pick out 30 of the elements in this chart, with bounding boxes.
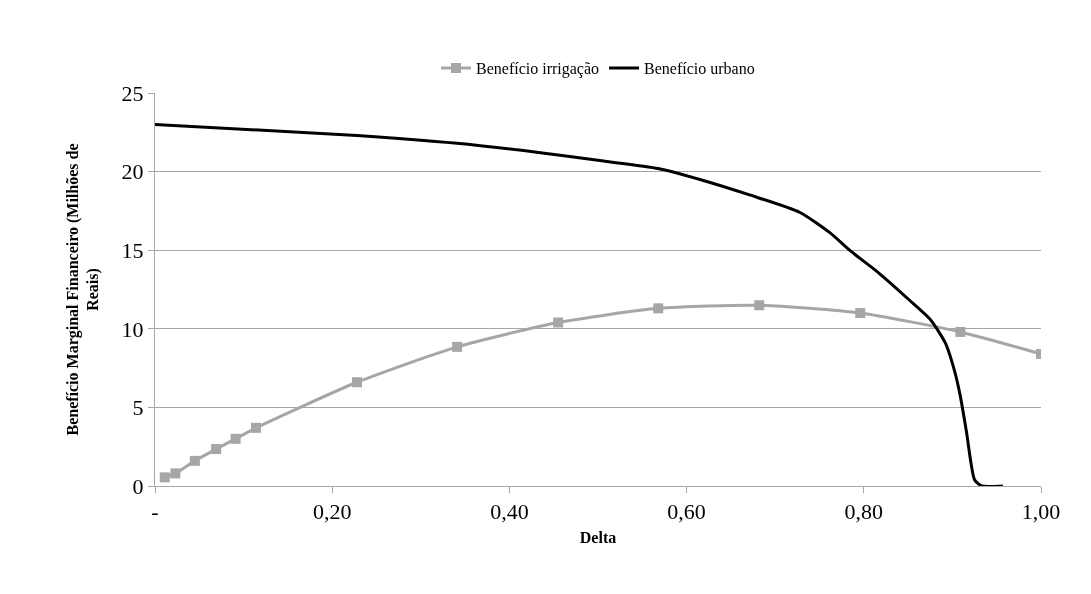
line-series <box>155 122 1005 486</box>
x-tick-label: 0,60 <box>667 499 706 525</box>
y-tick-label: 20 <box>121 159 144 185</box>
point <box>230 433 241 444</box>
legend-label: Benefício irrigação <box>476 60 600 79</box>
point <box>170 468 181 479</box>
point <box>452 341 463 352</box>
point <box>754 300 765 311</box>
y-tick-label: 25 <box>121 80 144 106</box>
y-tick-label: 15 <box>121 237 144 263</box>
y-axis-title: Benefício Marginal Financeiro (Milhões de Reais) <box>63 143 103 436</box>
point <box>159 472 170 483</box>
point <box>352 377 363 388</box>
x-tick-label: 0,40 <box>490 499 529 525</box>
x-tick-label: 0,20 <box>312 499 352 525</box>
x-tick-label: 0,80 <box>844 499 884 525</box>
point <box>251 422 261 433</box>
x-axis-title: Delta <box>579 529 617 547</box>
y-tick-label: 10 <box>121 316 144 342</box>
point <box>211 444 222 455</box>
y-tick-label: 5 <box>132 395 144 421</box>
point <box>955 326 966 337</box>
y-tick-label: 0 <box>132 473 144 499</box>
point <box>553 317 564 328</box>
x-tick-label: 1,00 <box>1021 499 1061 525</box>
point <box>855 308 866 319</box>
point <box>189 455 200 466</box>
x-tick-label: - <box>151 499 159 525</box>
legend-label: Benefício urbano <box>644 60 755 78</box>
point <box>653 303 664 314</box>
